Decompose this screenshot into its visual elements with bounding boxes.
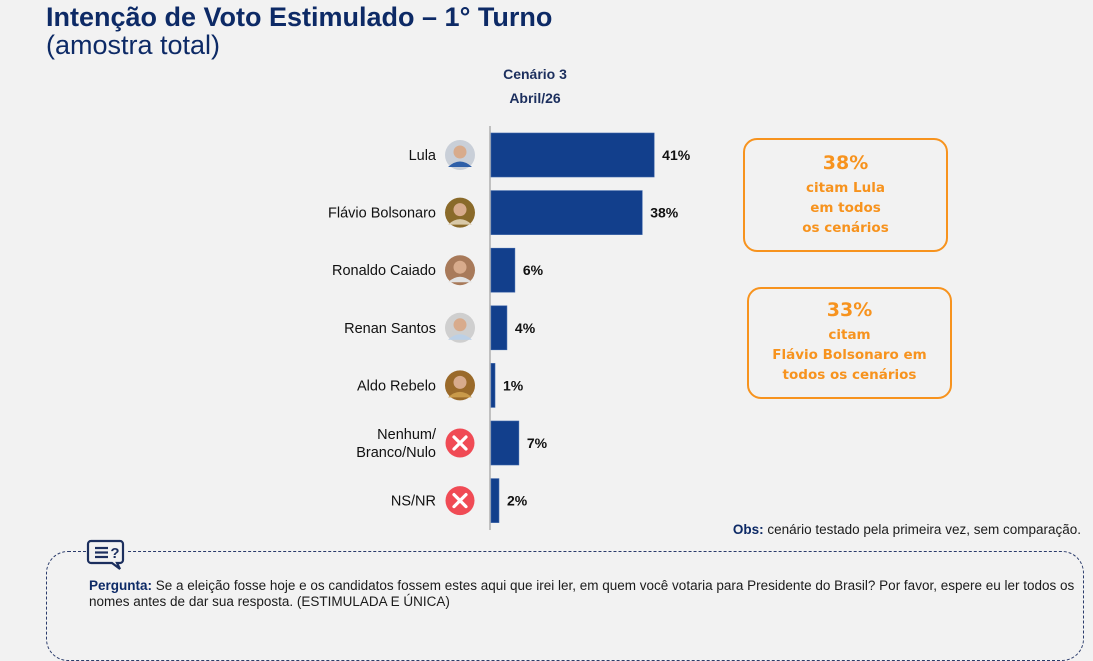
x-mark-icon <box>452 493 468 509</box>
bar <box>490 190 643 235</box>
avatar-shoulders <box>448 334 472 340</box>
bar <box>490 420 520 466</box>
value-label: 38% <box>650 205 679 221</box>
category-label: Flávio Bolsonaro <box>328 206 436 222</box>
bar-chart: 41% Lula 38% Flávio Bolsonaro 6% Ronaldo Caia… <box>328 126 691 530</box>
callout-line: os cenários <box>802 220 889 236</box>
avatar-face <box>453 375 467 389</box>
category-label: Nenhum/ <box>377 427 437 443</box>
value-label: 1% <box>503 377 524 393</box>
value-label: 6% <box>523 262 544 278</box>
value-label: 41% <box>662 147 691 163</box>
avatar-face <box>453 203 467 217</box>
obs-text: cenário testado pela primeira vez, sem c… <box>763 522 1081 537</box>
question-bubble-icon: ? <box>86 538 128 572</box>
value-label: 7% <box>527 435 548 451</box>
svg-text:?: ? <box>110 545 119 562</box>
bar <box>490 363 496 408</box>
chart-title: Cenário 3 <box>503 66 567 82</box>
question-body: Se a eleição fosse hoje e os candidatos … <box>89 578 1075 609</box>
bar <box>490 305 508 351</box>
chart-subtitle: Abril/26 <box>509 90 561 106</box>
callout-line: todos os cenários <box>782 367 917 383</box>
bar <box>490 132 655 178</box>
obs-note: Obs: cenário testado pela primeira vez, … <box>733 522 1081 537</box>
callout-line: em todos <box>810 200 881 216</box>
page-subtitle: (amostra total) <box>46 30 221 60</box>
obs-label: Obs: <box>732 522 764 537</box>
category-label: Lula <box>409 148 437 164</box>
value-label: 4% <box>515 320 536 336</box>
x-mark-icon <box>452 435 468 451</box>
category-label: Aldo Rebelo <box>357 378 436 394</box>
avatar-shoulders <box>448 391 472 398</box>
callout-lula: 38% citam Lula em todos os cenários <box>743 138 948 252</box>
callout-flavio: 33% citam Flávio Bolsonaro em todos os c… <box>747 287 952 399</box>
bar <box>490 478 500 523</box>
value-label: 2% <box>507 493 528 509</box>
callout-line: citam Lula <box>806 180 885 196</box>
callout-value: 33% <box>826 299 873 321</box>
page-title: Intenção de Voto Estimulado – 1° Turno <box>46 2 553 32</box>
callout-line: citam <box>828 327 871 343</box>
bar <box>490 247 516 293</box>
avatar-face <box>453 318 467 332</box>
question-label: Pergunta: <box>89 578 153 593</box>
callout-line: Flávio Bolsonaro em <box>772 347 927 363</box>
question-text: Pergunta: Se a eleição fosse hoje e os c… <box>89 578 1079 610</box>
avatar-shoulders <box>448 276 472 283</box>
category-label: Branco/Nulo <box>356 445 436 461</box>
category-label: Renan Santos <box>344 321 436 337</box>
category-label: NS/NR <box>391 494 436 510</box>
avatar-shoulders <box>448 219 472 225</box>
avatar-face <box>453 145 467 159</box>
avatar-shoulders <box>448 161 472 167</box>
callout-value: 38% <box>822 152 869 174</box>
category-label: Ronaldo Caiado <box>332 263 436 279</box>
avatar-face <box>453 260 467 274</box>
